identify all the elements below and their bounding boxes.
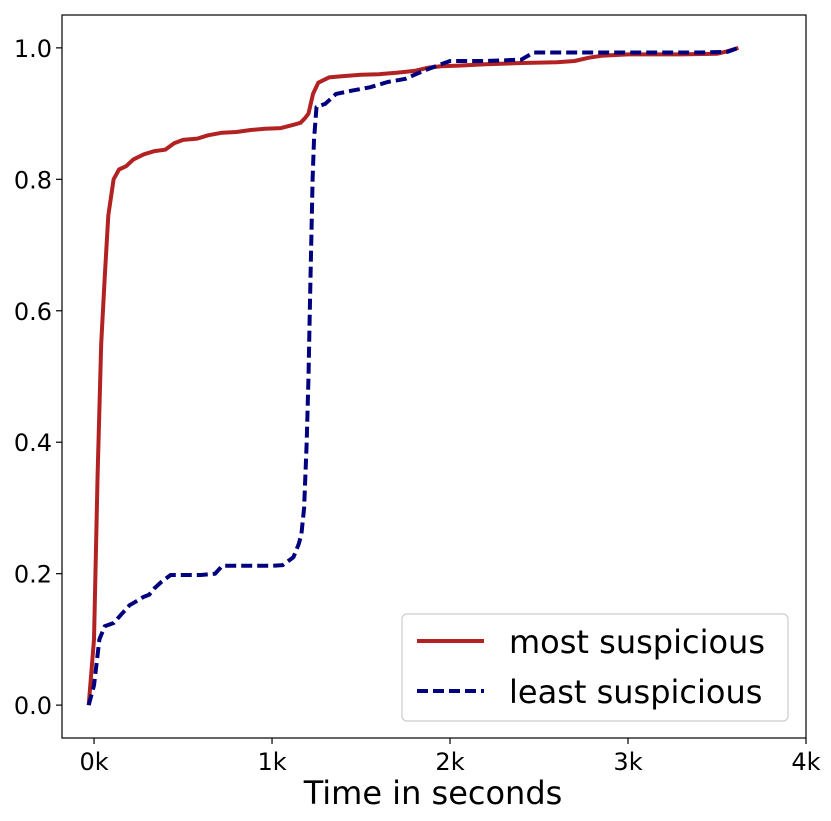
x-tick-label-3: 3k	[613, 748, 642, 776]
axes: 0k 1k 2k 3k 4k 0.0 0.2 0.4 0.6 0.8 1.0	[14, 14, 821, 776]
x-axis-label: Time in seconds	[303, 774, 563, 812]
legend-label-0: most suspicious	[509, 623, 765, 661]
x-tick-label-2: 2k	[435, 748, 464, 776]
x-tick-label-1: 1k	[257, 748, 286, 776]
legend-box	[401, 613, 789, 722]
y-tick-label-2: 0.4	[14, 429, 52, 457]
y-tick-label-0: 0.0	[14, 692, 52, 720]
y-tick-label-1: 0.2	[14, 561, 52, 589]
y-tick-label-4: 0.8	[14, 166, 52, 194]
plot-area	[86, 45, 740, 706]
x-tick-label-4: 4k	[791, 748, 820, 776]
y-tick-label-5: 1.0	[14, 35, 52, 63]
series-line-0	[86, 45, 739, 706]
axes-frame	[61, 14, 807, 739]
y-tick-label-3: 0.6	[14, 298, 52, 326]
legend: most suspicious least suspicious	[401, 613, 789, 722]
legend-label-1: least suspicious	[509, 673, 762, 711]
series-line-1	[86, 46, 740, 706]
x-tick-label-0: 0k	[79, 748, 108, 776]
